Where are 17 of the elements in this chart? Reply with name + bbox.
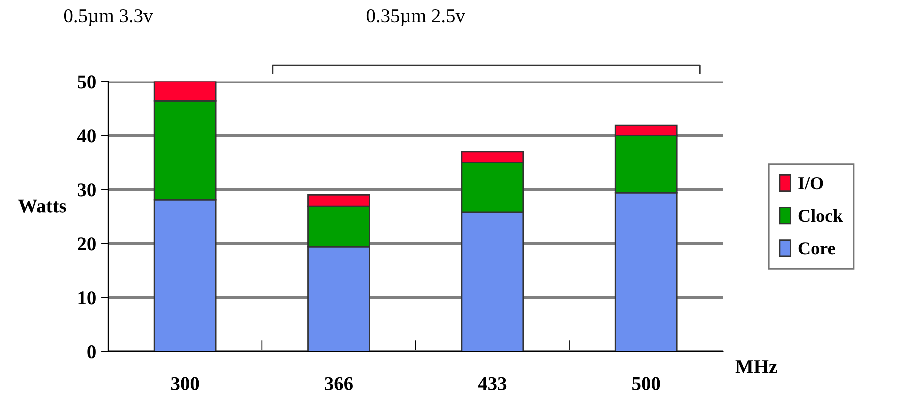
y-tick-label: 50 — [78, 76, 96, 89]
y-tick-label: 10 — [78, 292, 96, 305]
y-tick-label: 20 — [78, 238, 96, 251]
x-tick-label: 433 — [478, 377, 507, 390]
text: 0.35µm 2.5v — [366, 9, 466, 27]
legend-label: I/O — [798, 177, 824, 190]
legend-label: Core — [798, 242, 836, 255]
y-tick-label: 40 — [77, 130, 96, 143]
y-tick-label: 0 — [88, 346, 96, 359]
x-tick-label: 500 — [632, 377, 660, 390]
y-tick-label: 30 — [78, 184, 96, 197]
text: 0.5µm 3.3v — [64, 9, 154, 27]
legend-label: Clock — [798, 209, 844, 222]
x-tick-label: 366 — [325, 377, 354, 390]
x-tick-label: 300 — [171, 377, 200, 390]
x-axis-title: MHz — [736, 360, 778, 374]
y-axis-title: Watts — [18, 200, 66, 213]
